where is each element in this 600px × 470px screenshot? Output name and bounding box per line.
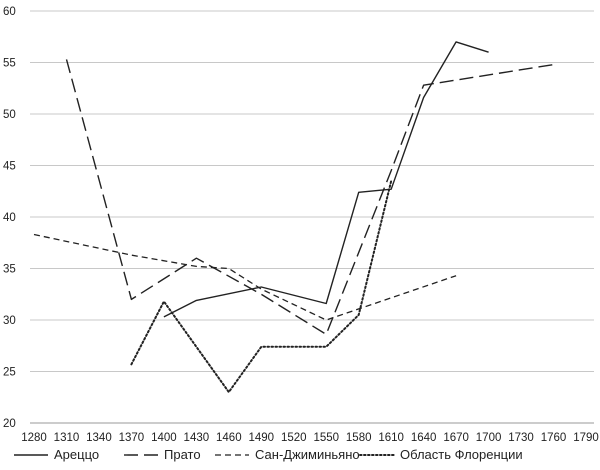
y-tick-label-45: 45: [3, 161, 16, 173]
x-tick-label-1730: 1730: [508, 432, 534, 444]
series-line-1: [163, 41, 489, 318]
x-tick-label-1760: 1760: [541, 432, 567, 444]
y-tick-label-30: 30: [3, 315, 16, 327]
x-tick-label-1550: 1550: [313, 432, 339, 444]
x-axis-ticks: 1280 1310 1340 1370 1400 1430 1460 1490 1520 1550…: [21, 432, 599, 444]
legend: Ареццо Прато Сан-Джиминьяно Область Флоренц…: [14, 447, 523, 462]
series-line-4: [130, 179, 393, 394]
x-tick-label-1340: 1340: [86, 432, 112, 444]
legend-label-4: Область Флоренции: [400, 447, 523, 462]
series-line-3: [33, 233, 457, 321]
x-tick-label-1430: 1430: [184, 432, 210, 444]
legend-label-1: Ареццо: [54, 447, 99, 462]
y-tick-label-40: 40: [3, 212, 16, 224]
x-tick-label-1790: 1790: [573, 432, 599, 444]
x-tick-label-1460: 1460: [216, 432, 242, 444]
y-tick-label-35: 35: [3, 264, 16, 276]
legend-label-3: Сан-Джиминьяно: [255, 447, 360, 462]
legend-label-2: Прато: [164, 447, 201, 462]
x-tick-label-1580: 1580: [346, 432, 372, 444]
x-tick-label-1640: 1640: [411, 432, 437, 444]
x-tick-label-1310: 1310: [54, 432, 80, 444]
grid-lines: [30, 10, 594, 424]
x-tick-label-1670: 1670: [443, 432, 469, 444]
x-tick-label-1370: 1370: [119, 432, 145, 444]
y-tick-label-20: 20: [3, 418, 16, 430]
x-tick-label-1610: 1610: [378, 432, 404, 444]
y-tick-label-50: 50: [3, 109, 16, 121]
x-tick-label-1400: 1400: [151, 432, 177, 444]
y-axis-ticks: 20 25 30 35 40 45 50 55 60: [3, 6, 16, 430]
series-lines: [33, 41, 554, 394]
y-tick-label-25: 25: [3, 367, 16, 379]
x-tick-label-1700: 1700: [476, 432, 502, 444]
x-tick-label-1490: 1490: [248, 432, 274, 444]
x-tick-label-1280: 1280: [21, 432, 47, 444]
series-line-2: [65, 59, 554, 336]
y-tick-label-60: 60: [3, 6, 16, 18]
x-tick-label-1520: 1520: [281, 432, 307, 444]
y-tick-label-55: 55: [3, 58, 16, 70]
